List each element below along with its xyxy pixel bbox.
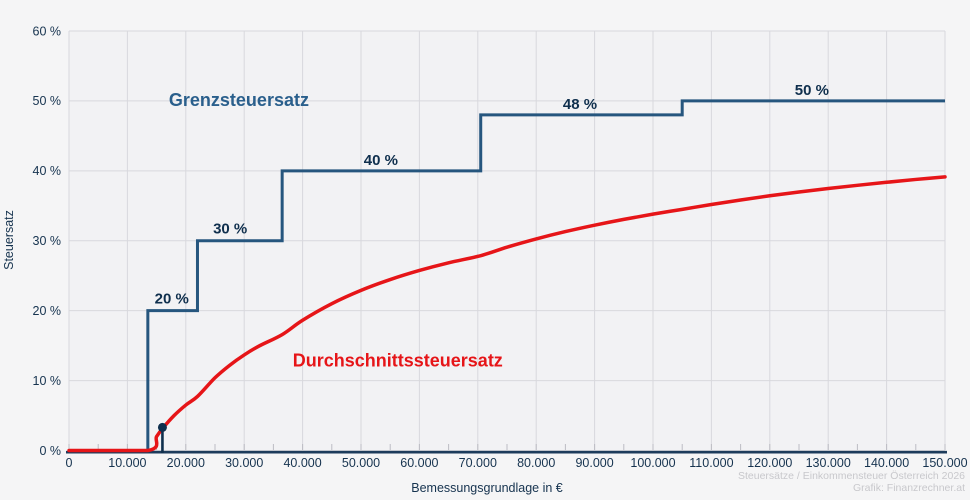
- average-rate-series-label: Durchschnittssteuersatz: [293, 351, 503, 371]
- x-tick-label: 20.000: [167, 456, 205, 470]
- chart-caption: Steuersätze / Einkommensteuer Österreich…: [737, 470, 965, 494]
- y-tick-label: 60 %: [33, 24, 62, 38]
- x-tick-label: 150.000: [922, 456, 967, 470]
- y-tick-label: 10 %: [33, 374, 62, 388]
- y-tick-label: 20 %: [33, 304, 62, 318]
- x-tick-label: 110.000: [689, 456, 733, 470]
- x-tick-label: 0: [66, 456, 73, 470]
- caption-source-line: Steuersätze / Einkommensteuer Österreich…: [737, 470, 965, 482]
- x-tick-label: 10.000: [108, 456, 146, 470]
- x-tick-label: 40.000: [283, 456, 321, 470]
- rate-label: 48 %: [563, 96, 597, 113]
- caption-credit-line: Grafik: Finanzrechner.at: [852, 481, 965, 494]
- x-tick-label: 70.000: [459, 456, 497, 470]
- rate-label: 40 %: [364, 152, 398, 169]
- y-tick-label: 50 %: [33, 94, 62, 108]
- rate-label: 20 %: [155, 290, 189, 307]
- rate-label: 50 %: [795, 82, 829, 99]
- marginal-rate-series-label: Grenzsteuersatz: [169, 90, 309, 110]
- y-axis-title: Steuersatz: [2, 210, 16, 270]
- marginal-rate-line: [69, 99, 945, 452]
- x-tick-label: 120.000: [747, 456, 792, 470]
- rate-label: 30 %: [213, 220, 247, 237]
- x-tick-label: 80.000: [517, 456, 555, 470]
- x-axis-title: Bemessungsgrundlage in €: [411, 481, 563, 495]
- y-tick-label: 0 %: [39, 444, 61, 458]
- x-tick-label: 90.000: [575, 456, 613, 470]
- x-tick-label: 140.000: [864, 456, 909, 470]
- x-tick-label: 60.000: [400, 456, 438, 470]
- y-tick-label: 30 %: [33, 234, 62, 248]
- y-tick-label: 40 %: [33, 164, 62, 178]
- marker-dot: [157, 422, 167, 432]
- x-tick-label: 30.000: [225, 456, 263, 470]
- x-tick-label: 50.000: [342, 456, 380, 470]
- x-tick-label: 100.000: [630, 456, 675, 470]
- average-rate-line: [67, 175, 947, 453]
- x-tick-label: 130.000: [806, 456, 851, 470]
